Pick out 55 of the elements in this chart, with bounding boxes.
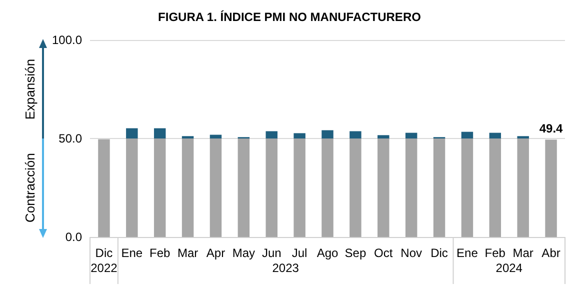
bar	[266, 138, 278, 237]
x-tick-label: Dic	[95, 246, 113, 260]
bar	[405, 138, 418, 237]
bar	[378, 135, 390, 138]
x-tick-label: Jul	[292, 246, 308, 260]
x-tick-label: Dic	[430, 246, 448, 260]
bar	[126, 138, 138, 237]
y-tick-label: 100.0	[52, 33, 82, 47]
x-tick-label: Apr	[206, 246, 226, 260]
x-tick-label: Ene	[456, 246, 478, 260]
x-tick-label: May	[232, 246, 256, 260]
bar	[294, 133, 306, 138]
x-tick-label: Oct	[374, 246, 394, 260]
bar	[378, 138, 390, 237]
x-tick-label: Sep	[344, 246, 366, 260]
y-tick-label: 50.0	[58, 132, 82, 146]
text: Expansión	[22, 58, 38, 120]
bar	[489, 138, 502, 237]
x-tick-label: Nov	[400, 246, 422, 260]
x-tick-label: Mar	[512, 246, 534, 260]
x-tick-label: Abr	[542, 246, 560, 260]
bar	[294, 138, 306, 237]
bar	[266, 131, 278, 138]
text: 2022	[90, 261, 118, 275]
bar	[461, 132, 474, 138]
text: 2024	[496, 261, 523, 275]
chart-title: FIGURA 1. ÍNDICE PMI NO MANUFACTURERO	[158, 10, 421, 24]
x-tick-label: Feb	[150, 246, 171, 260]
bar	[322, 138, 334, 237]
bar	[238, 138, 250, 237]
bar	[182, 138, 194, 237]
data-label: 49.4	[539, 122, 564, 136]
x-tick-label: Jun	[262, 246, 282, 260]
bar	[154, 138, 166, 237]
bar	[126, 128, 138, 138]
bar	[350, 138, 362, 237]
x-tick-label: Mar	[177, 246, 198, 260]
bar	[489, 132, 502, 138]
bar	[154, 128, 166, 138]
x-tick-label: Ene	[121, 246, 143, 260]
bar	[517, 138, 529, 237]
x-tick-label: Ago	[316, 246, 338, 260]
bar	[210, 134, 222, 138]
bar	[433, 138, 446, 237]
bar	[545, 140, 557, 237]
text: Contracción	[22, 153, 38, 222]
bar	[210, 138, 222, 237]
text: 2023	[272, 261, 300, 275]
bar	[350, 131, 362, 138]
bar	[322, 130, 334, 138]
bar	[405, 132, 418, 138]
y-tick-label: 0.0	[65, 230, 82, 244]
bar	[98, 139, 110, 237]
bar	[461, 138, 474, 237]
x-tick-label: Feb	[484, 246, 506, 260]
